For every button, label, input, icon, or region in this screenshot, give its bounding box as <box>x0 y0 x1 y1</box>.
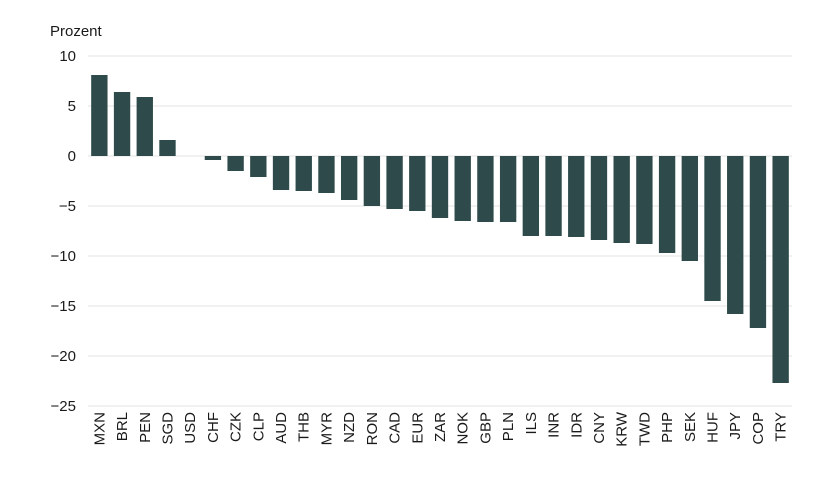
x-tick-label: CNY <box>591 412 608 444</box>
bar-gbp <box>477 156 494 222</box>
bar-cop <box>749 156 767 328</box>
x-tick-label: PHP <box>659 412 676 443</box>
x-tick-label: AUD <box>273 412 290 444</box>
y-tick-label: −15 <box>51 298 76 315</box>
y-tick-label: 5 <box>68 98 76 115</box>
bar-cny <box>590 156 608 240</box>
x-tick-label: HUF <box>705 412 722 443</box>
bar-chf <box>204 156 222 160</box>
x-tick-label: ZAR <box>432 412 449 442</box>
bar-cad <box>386 156 403 209</box>
bar-thb <box>295 156 312 191</box>
bar-twd <box>636 156 653 244</box>
bar-aud <box>272 156 290 190</box>
y-tick-label: −10 <box>51 248 76 265</box>
y-tick-label: 10 <box>59 48 76 65</box>
bar-nok <box>454 156 471 221</box>
bar-jpy <box>727 156 744 314</box>
x-tick-label: SEK <box>682 412 699 442</box>
x-tick-label: SGD <box>159 412 176 445</box>
bar-huf <box>704 156 721 301</box>
x-tick-label: TWD <box>636 412 653 446</box>
y-tick-label: 0 <box>68 148 76 165</box>
x-tick-label: MXN <box>91 412 108 445</box>
x-tick-label: KRW <box>614 411 631 447</box>
y-tick-label: −25 <box>51 398 76 415</box>
bar-inr <box>545 156 562 236</box>
bar-idr <box>568 156 585 237</box>
bar-nzd <box>340 156 358 200</box>
x-tick-label: PLN <box>500 412 517 441</box>
bar-clp <box>250 156 267 177</box>
x-tick-label: CHF <box>205 412 222 443</box>
x-tick-label: MYR <box>318 412 335 446</box>
bar-pln <box>499 156 517 222</box>
bar-myr <box>318 156 335 193</box>
bar-sek <box>681 156 698 261</box>
bar-brl <box>113 92 131 156</box>
x-tick-label: COP <box>750 412 767 445</box>
x-tick-label: IDR <box>568 412 585 438</box>
x-tick-label: INR <box>546 412 563 438</box>
x-tick-label: RON <box>364 412 381 445</box>
x-tick-label: GBP <box>477 412 494 444</box>
x-tick-label: TRY <box>773 412 790 442</box>
bar-ron <box>363 156 381 206</box>
x-tick-label: CAD <box>387 412 404 444</box>
x-tick-label: JPY <box>727 412 744 440</box>
x-tick-label: CZK <box>228 412 245 442</box>
bars <box>91 75 789 383</box>
y-tick-label: −5 <box>59 198 76 215</box>
x-axis-ticks: MXN BRL PEN SGD USD CHF CZK CLP AUD THB MYR NZD RON C… <box>91 411 789 447</box>
bar-sgd <box>159 140 176 156</box>
x-tick-label: ILS <box>523 412 540 435</box>
x-tick-label: BRL <box>114 412 131 441</box>
y-tick-label: −20 <box>51 348 76 365</box>
y-axis-ticks: 10 5 0 −5 −10 −15 −20 −25 <box>51 48 76 415</box>
bar-php <box>658 156 676 253</box>
y-axis-unit-label: Prozent <box>50 23 103 40</box>
x-tick-label: NZD <box>341 412 358 443</box>
x-tick-label: THB <box>296 412 313 442</box>
x-tick-label: CLP <box>250 412 267 441</box>
bar-czk <box>227 156 244 171</box>
x-tick-label: NOK <box>455 412 472 445</box>
bar-zar <box>431 156 449 218</box>
bar-try <box>772 156 789 383</box>
x-tick-label: EUR <box>409 412 426 444</box>
bar-eur <box>409 156 426 211</box>
bar-ils <box>522 156 540 236</box>
x-tick-label: USD <box>182 412 199 444</box>
bar-krw <box>613 156 630 243</box>
bar-mxn <box>91 75 108 156</box>
x-tick-label: PEN <box>137 412 154 443</box>
bar-pen <box>136 97 153 156</box>
